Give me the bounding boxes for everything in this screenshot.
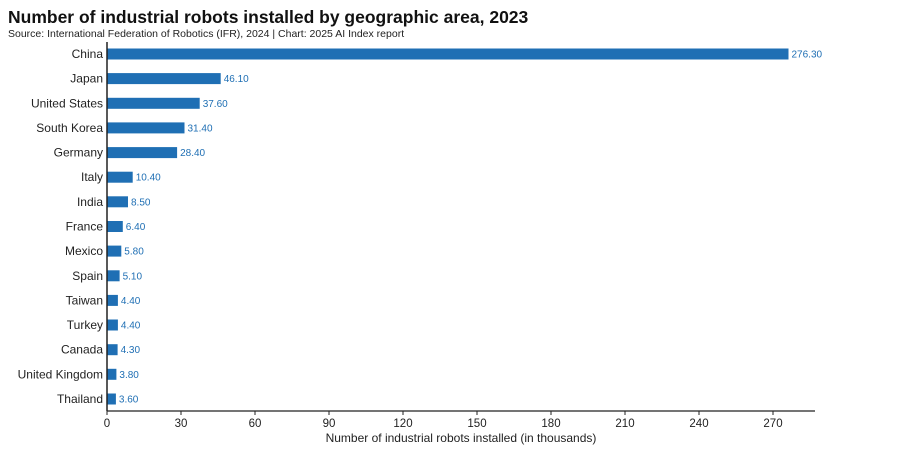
bar-united-states <box>107 97 200 109</box>
x-tick-label-60: 60 <box>249 418 262 430</box>
value-label-italy: 10.40 <box>136 173 161 184</box>
chart-title: Number of industrial robots installed by… <box>8 7 529 27</box>
category-label-india: India <box>77 195 103 209</box>
category-label-turkey: Turkey <box>67 318 103 332</box>
bar-japan <box>107 73 221 85</box>
bar-china <box>107 48 789 60</box>
bar-south-korea <box>107 122 185 134</box>
x-tick-label-30: 30 <box>175 418 188 430</box>
bar-turkey <box>107 319 118 331</box>
value-label-canada: 4.30 <box>121 345 141 356</box>
value-label-taiwan: 4.40 <box>121 296 141 307</box>
bar-united-kingdom <box>107 368 117 380</box>
category-label-united-states: United States <box>31 96 103 110</box>
category-label-thailand: Thailand <box>57 392 103 406</box>
category-label-italy: Italy <box>81 170 103 184</box>
category-label-spain: Spain <box>72 269 103 283</box>
x-tick-label-210: 210 <box>615 418 634 430</box>
value-label-turkey: 4.40 <box>121 321 141 332</box>
bar-germany <box>107 147 178 159</box>
x-tick-label-120: 120 <box>393 418 412 430</box>
value-labels: 276.30 46.10 37.60 31.40 28.40 10.40 8.50 6.40 5… <box>119 50 823 406</box>
bar-italy <box>107 171 133 183</box>
value-label-france: 6.40 <box>126 222 146 233</box>
category-labels: China Japan United States South Korea German… <box>18 47 104 406</box>
category-label-canada: Canada <box>61 343 103 357</box>
x-tick-label-240: 240 <box>689 418 708 430</box>
bar-thailand <box>107 393 116 405</box>
bar-canada <box>107 344 118 356</box>
category-label-germany: Germany <box>54 146 103 160</box>
value-label-united-kingdom: 3.80 <box>119 370 139 381</box>
category-label-mexico: Mexico <box>65 244 103 258</box>
bar-spain <box>107 270 120 282</box>
x-tick-label-270: 270 <box>763 418 782 430</box>
x-axis-title: Number of industrial robots installed (i… <box>326 431 597 445</box>
value-label-mexico: 5.80 <box>124 247 144 258</box>
bar-india <box>107 196 128 208</box>
x-tick-label-150: 150 <box>467 418 486 430</box>
category-label-japan: Japan <box>70 72 103 86</box>
category-label-france: France <box>66 220 104 234</box>
bars-group <box>107 48 789 405</box>
x-tick-label-90: 90 <box>323 418 336 430</box>
category-label-taiwan: Taiwan <box>66 293 103 307</box>
value-label-spain: 5.10 <box>123 271 143 282</box>
value-label-germany: 28.40 <box>180 148 205 159</box>
value-label-thailand: 3.60 <box>119 395 139 406</box>
chart-source: Source: International Federation of Robo… <box>8 28 405 40</box>
bar-taiwan <box>107 294 118 306</box>
category-label-china: China <box>72 47 104 61</box>
value-label-india: 8.50 <box>131 197 151 208</box>
x-tick-label-0: 0 <box>104 418 110 430</box>
value-label-japan: 46.10 <box>224 74 249 85</box>
value-label-united-states: 37.60 <box>203 99 228 110</box>
bar-france <box>107 221 123 232</box>
category-label-united-kingdom: United Kingdom <box>18 367 103 381</box>
x-axis: 0 30 60 90 120 150 180 210 240 270 <box>104 410 815 430</box>
x-tick-label-180: 180 <box>541 418 560 430</box>
value-label-south-korea: 31.40 <box>188 123 213 134</box>
value-label-china: 276.30 <box>792 50 823 61</box>
bar-mexico <box>107 245 122 257</box>
category-label-south-korea: South Korea <box>36 121 103 135</box>
